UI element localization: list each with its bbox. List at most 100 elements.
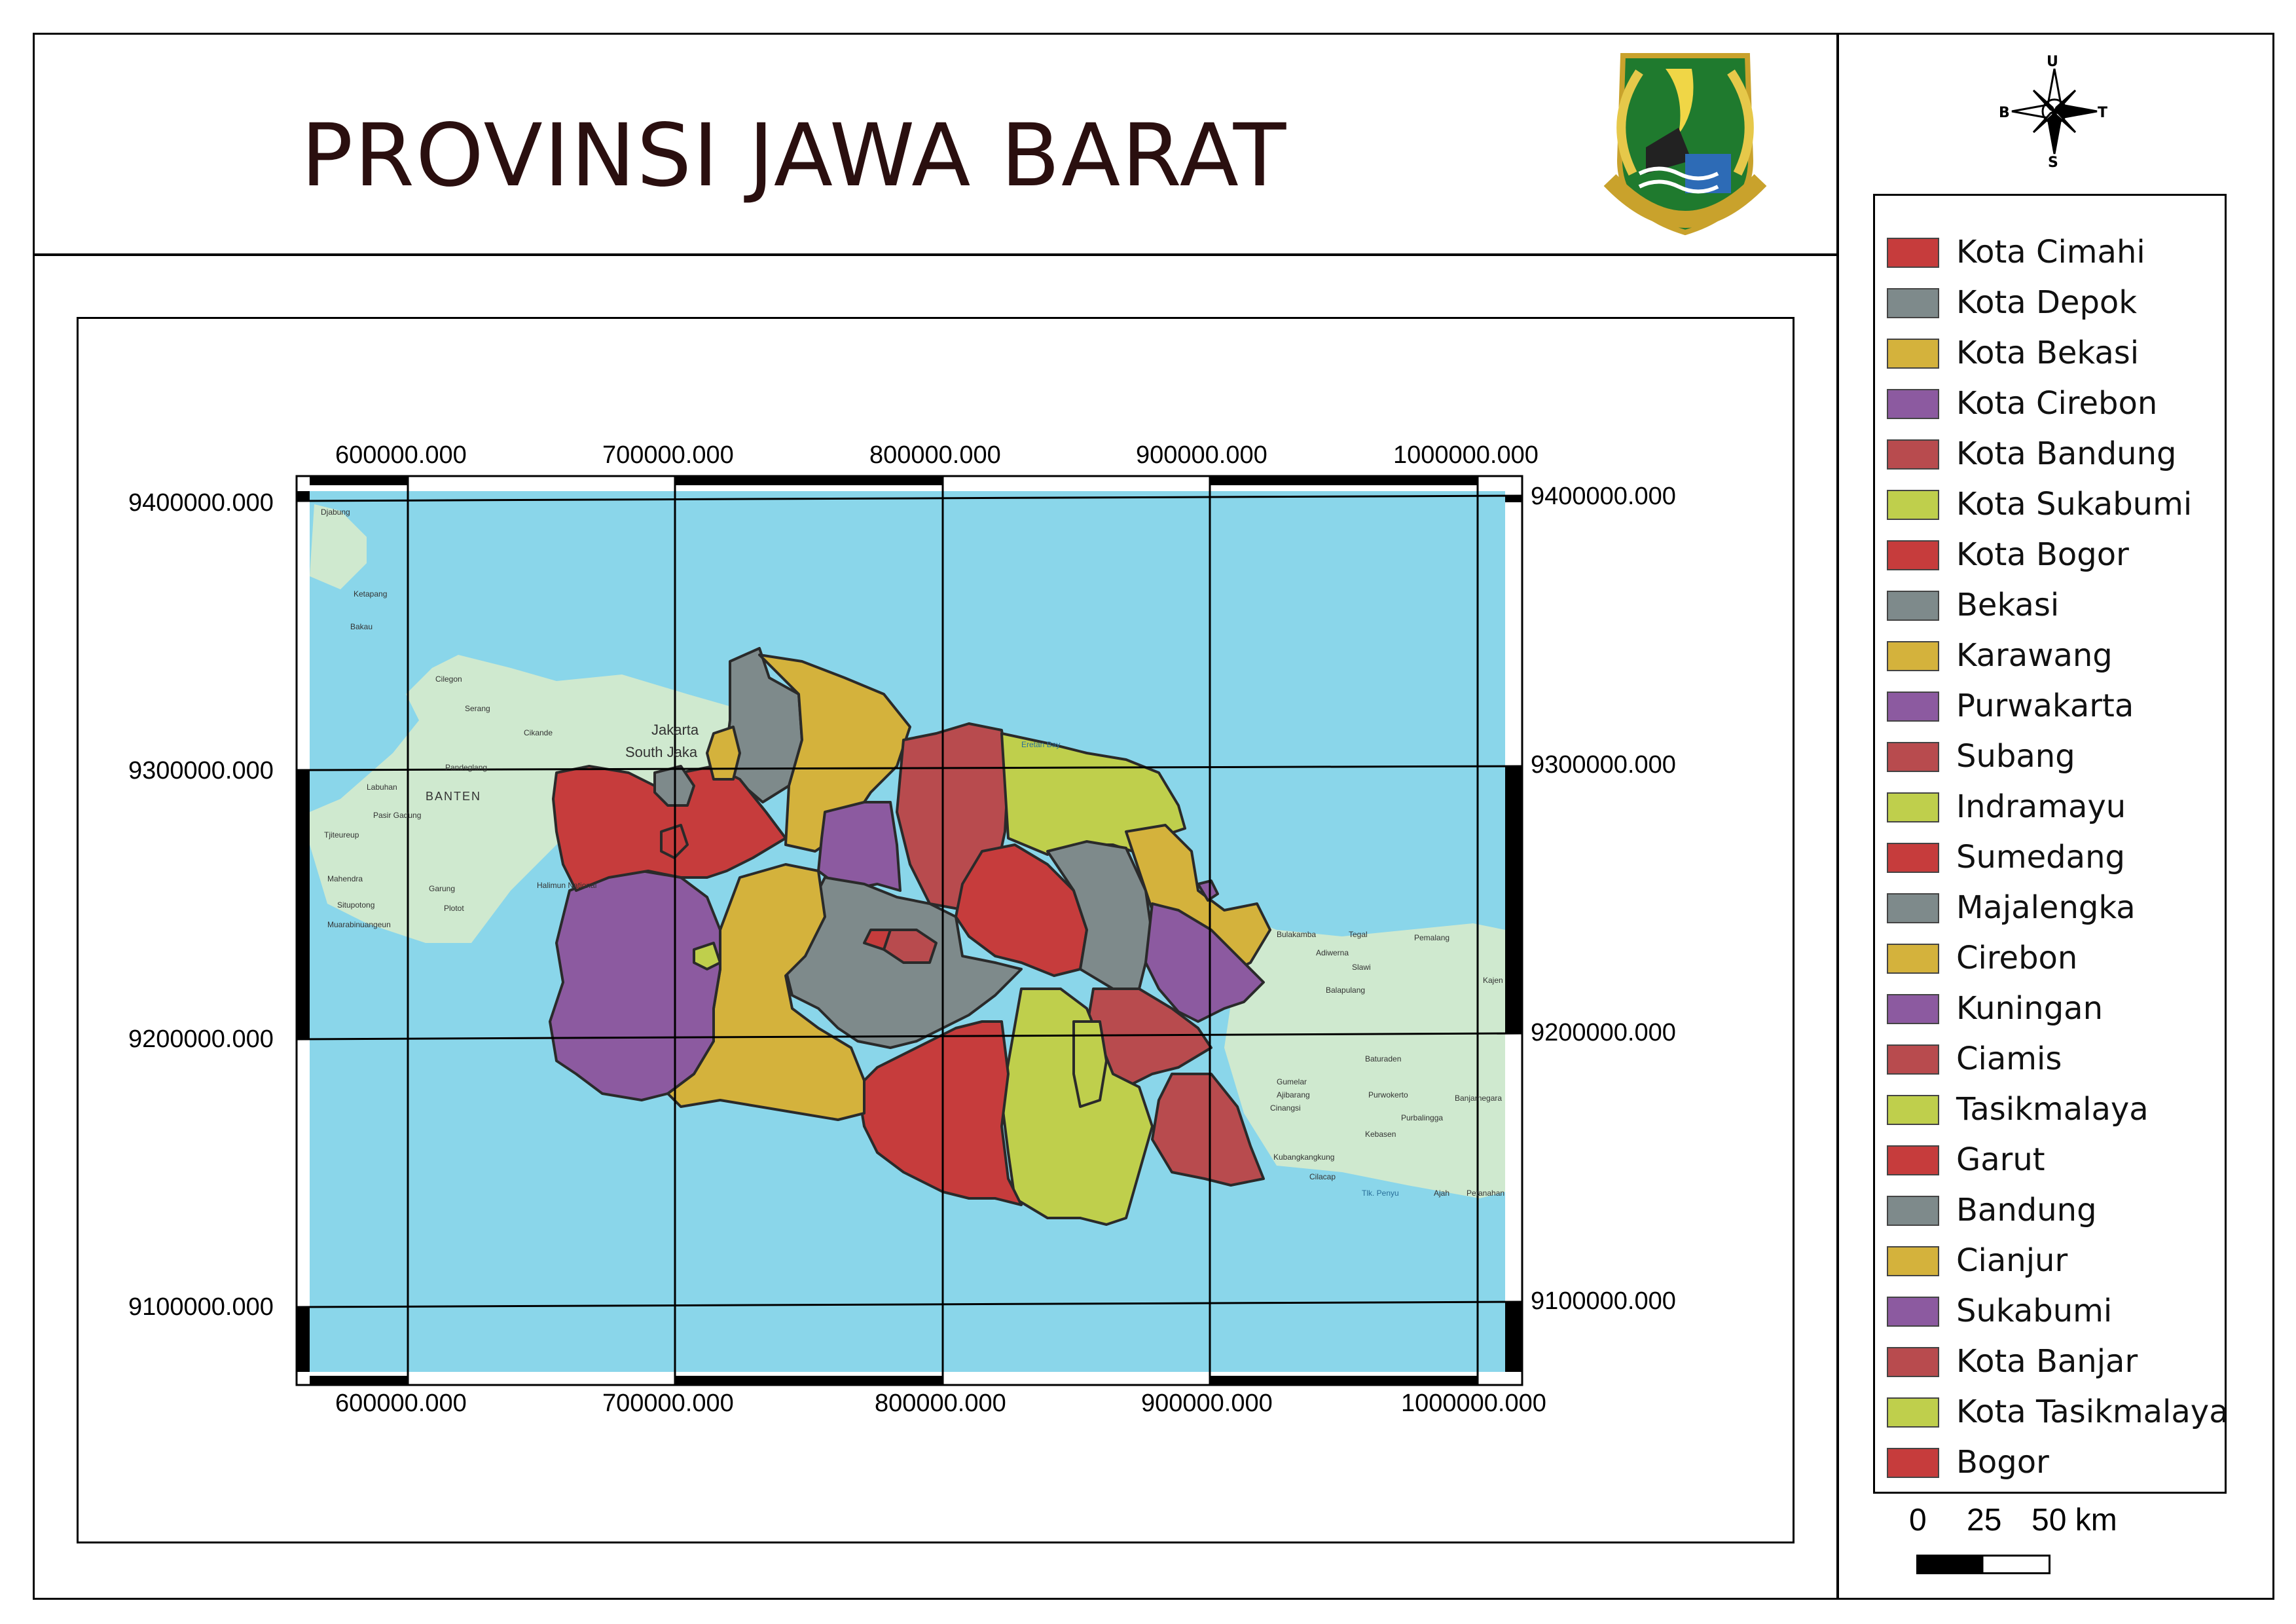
basemap-place-label: Ketapang [354, 589, 388, 599]
legend-swatch [1887, 641, 1939, 671]
legend-swatch [1887, 1095, 1939, 1125]
basemap-place-label: Kebasen [1365, 1130, 1396, 1139]
y-tick-right-1: 9400000.000 [1531, 483, 1676, 510]
basemap-place-label: Kubangkangkung [1273, 1153, 1335, 1162]
legend-swatch [1887, 1448, 1939, 1478]
legend-swatch [1887, 1297, 1939, 1327]
legend-swatch [1887, 339, 1939, 369]
basemap-place-label: Eretan Bay [1021, 740, 1061, 749]
land-banten [310, 655, 753, 943]
legend-label: Kota Bogor [1956, 536, 2129, 573]
x-tick-top-4: 900000.000 [1136, 441, 1267, 469]
basemap-place-label: Pasir Gadung [373, 811, 422, 820]
legend-label: Bekasi [1956, 587, 2060, 623]
graticule [296, 476, 1523, 1385]
x-tick-top-2: 700000.000 [602, 441, 734, 469]
basemap-place-label: Cilacap [1309, 1172, 1336, 1181]
legend-label: Kota Depok [1956, 284, 2138, 321]
region-purwakarta [817, 801, 902, 892]
legend-label: Majalengka [1956, 889, 2136, 926]
legend-label: Bandung [1956, 1192, 2097, 1228]
y-tick-left-3: 9200000.000 [128, 1025, 274, 1053]
legend-label: Kota Tasikmalaya [1956, 1393, 2229, 1430]
y-tick-right-4: 9100000.000 [1531, 1287, 1676, 1315]
region-sukabumi [549, 870, 721, 1101]
scale-label-25: 25 [1967, 1503, 2002, 1538]
legend-label: Ciamis [1956, 1041, 2062, 1077]
legend-swatch [1887, 288, 1939, 318]
basemap-place-label: Petanahan [1467, 1189, 1505, 1198]
basemap-place-label: Plotot [444, 904, 464, 913]
frame-ticks [297, 476, 1522, 1385]
legend-label: Kuningan [1956, 990, 2103, 1027]
basemap-place-label: Banjarnegara [1455, 1094, 1503, 1103]
basemap-place-label: Jakarta [651, 722, 699, 738]
legend-label: Kota Bekasi [1956, 335, 2140, 371]
x-tick-top-3: 800000.000 [869, 441, 1001, 469]
legend-swatch [1887, 490, 1939, 520]
legend-swatch [1887, 591, 1939, 621]
legend-swatch [1887, 944, 1939, 974]
x-tick-top-5: 1000000.000 [1393, 441, 1539, 469]
legend-swatch [1887, 439, 1939, 470]
y-tick-left-1: 9400000.000 [128, 489, 274, 517]
region-kota-banjar [1151, 1073, 1265, 1187]
legend-swatch [1887, 792, 1939, 822]
x-tick-top-1: 600000.000 [335, 441, 467, 469]
legend-swatch [1887, 1196, 1939, 1226]
legend-swatch [1887, 1397, 1939, 1428]
region-kota-sukabumi [693, 942, 721, 970]
basemap-place-label: Pandeglang [445, 763, 488, 772]
basemap-place-label: Purbalingga [1401, 1113, 1444, 1122]
legend-label: Kota Cirebon [1956, 385, 2158, 422]
scale-label-0: 0 [1909, 1503, 1927, 1538]
basemap-place-label: Garung [429, 884, 456, 893]
basemap-place-label: Ajah [1434, 1189, 1450, 1198]
basemap-place-label: Ajibarang [1277, 1090, 1310, 1099]
legend-swatch [1887, 540, 1939, 570]
y-tick-right-3: 9200000.000 [1531, 1019, 1676, 1046]
basemap-place-label: Cikande [524, 728, 553, 737]
legend-label: Sukabumi [1956, 1293, 2113, 1329]
x-tick-bottom-3: 800000.000 [875, 1390, 1006, 1417]
legend-label: Sumedang [1956, 839, 2125, 876]
basemap-place-label: Muarabinuangeun [327, 920, 391, 929]
legend-label: Cianjur [1956, 1242, 2068, 1279]
legend-swatch [1887, 742, 1939, 772]
basemap-place-label: Tlk. Penyu [1362, 1189, 1399, 1198]
legend-swatch [1887, 994, 1939, 1024]
y-tick-left-4: 9100000.000 [128, 1293, 274, 1321]
basemap-place-label: Labuhan [367, 783, 397, 792]
basemap-place-label: Purwokerto [1368, 1090, 1408, 1099]
land-west-java-base [310, 504, 367, 589]
legend-label: Cirebon [1956, 940, 2078, 976]
basemap-place-label: Bulakamba [1277, 930, 1317, 939]
basemap-place-label: Slawi [1352, 963, 1371, 972]
basemap-place-label: Tegal [1349, 930, 1368, 939]
y-tick-right-2: 9300000.000 [1531, 751, 1676, 779]
legend-label: Kota Banjar [1956, 1343, 2138, 1380]
scale-label-50: 50 km [2032, 1503, 2117, 1538]
compass-west: B [1999, 105, 2010, 121]
basemap-place-label: BANTEN [426, 790, 482, 803]
basemap-place-label: Serang [465, 704, 490, 713]
basemap-place-label: Tjiteureup [324, 830, 359, 840]
basemap-place-label: Pemalang [1414, 933, 1450, 942]
legend-label: Kota Cimahi [1956, 234, 2145, 270]
title-panel: PROVINSI JAWA BARAT [33, 33, 1838, 255]
basemap-place-label: Adiwerna [1316, 948, 1349, 957]
legend-label: Subang [1956, 738, 2075, 775]
legend-swatch [1887, 893, 1939, 923]
legend-swatch [1887, 1347, 1939, 1377]
legend-label: Karawang [1956, 637, 2113, 674]
legend-swatch [1887, 1145, 1939, 1175]
region-garut [856, 1020, 1023, 1206]
legend-label: Kota Bandung [1956, 435, 2177, 472]
region-kuningan [1144, 902, 1265, 1023]
legend-swatch [1887, 389, 1939, 419]
basemap-place-label: Mahendra [327, 874, 363, 883]
x-tick-bottom-4: 900000.000 [1141, 1390, 1273, 1417]
legend-swatch [1887, 843, 1939, 873]
compass-north: U [2047, 54, 2058, 70]
